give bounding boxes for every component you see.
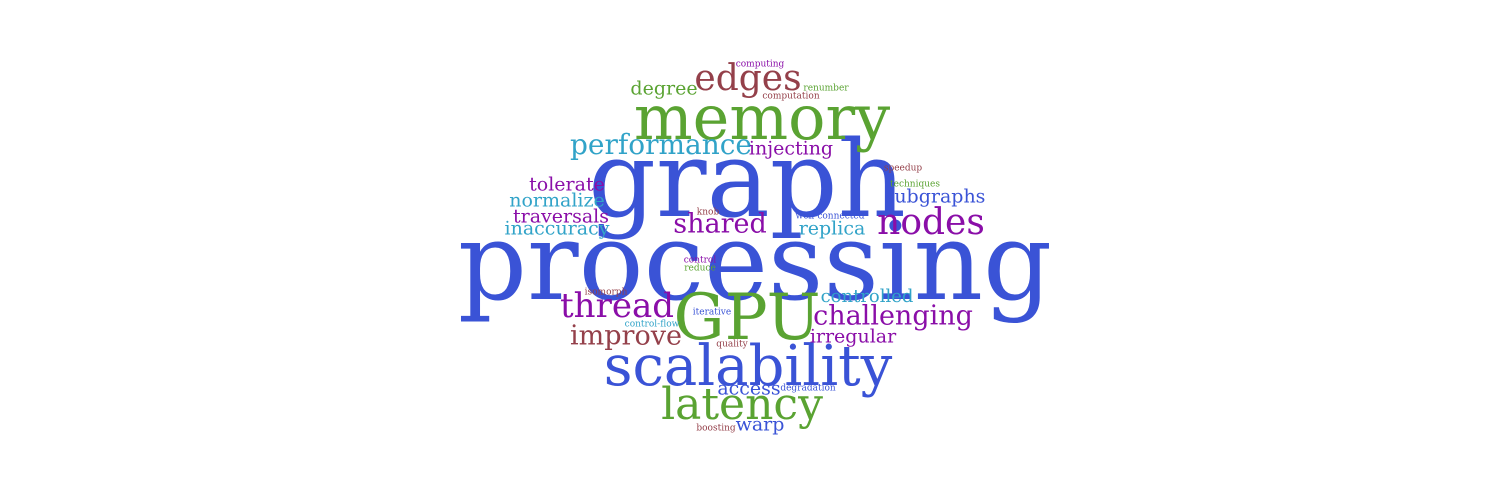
word-tolerate: tolerate	[529, 173, 605, 196]
word-computation: computation	[762, 91, 820, 102]
word-graph: graph	[588, 118, 906, 241]
word-degree: degree	[630, 77, 698, 100]
word-thread: thread	[560, 286, 674, 326]
word-shared: shared	[673, 208, 767, 240]
word-access: access	[717, 377, 781, 400]
word-gpu: GPU	[673, 281, 821, 355]
word-traversals: traversals	[512, 205, 610, 228]
word-well-connected: well-connected	[795, 211, 865, 222]
word-knob: knob	[696, 207, 720, 218]
word-normalize: normalize	[509, 189, 605, 212]
word-renumber: renumber	[803, 83, 849, 94]
word-performance: performance	[569, 128, 753, 161]
word-challenging: challenging	[813, 300, 973, 332]
word-isomorph: isomorph	[584, 287, 628, 298]
word-scalability: scalability	[603, 334, 893, 399]
word-techniques: techniques	[890, 179, 940, 190]
word-improve: improve	[570, 320, 682, 352]
word-injecting: injecting	[748, 137, 834, 160]
word-degradation: degradation	[780, 383, 836, 394]
word-iterative: iterative	[692, 307, 732, 318]
word-irregular: irregular	[809, 325, 897, 348]
word-control: control	[683, 255, 717, 266]
word-memory: memory	[633, 81, 891, 154]
word-computing: computing	[735, 59, 785, 70]
word-reduce: reduce	[684, 263, 716, 274]
word-warp: warp	[735, 413, 785, 436]
word-boosting: boosting	[696, 423, 736, 434]
word-edges: edges	[694, 58, 802, 99]
word-speedup: speedup	[883, 163, 923, 174]
word-subgraphs: subgraphs	[884, 185, 986, 208]
word-replica: replica	[798, 217, 866, 240]
word-controlled: controlled	[820, 286, 914, 307]
word-latency: latency	[661, 379, 823, 430]
word-nodes: nodes	[877, 202, 985, 243]
word-processing: processing	[457, 200, 1053, 325]
word-inaccuracy: inaccuracy	[504, 217, 610, 240]
word-control-flow: control-flow	[624, 319, 680, 330]
word-quality: quality	[716, 339, 748, 350]
